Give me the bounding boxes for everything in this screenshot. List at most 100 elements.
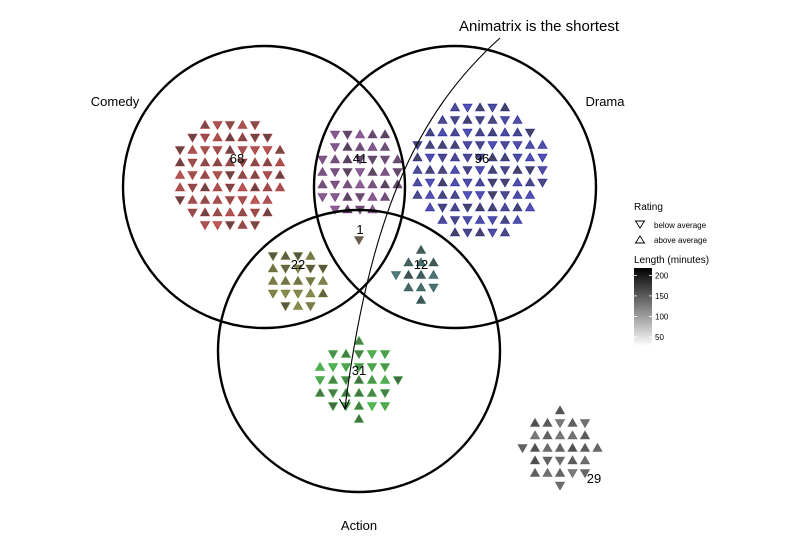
point-drama-only-1 <box>474 166 486 176</box>
point-comedy-only-31 <box>187 183 198 193</box>
point-drama-only-23 <box>449 189 461 199</box>
point-comedy-only-28 <box>224 207 236 217</box>
count-drama-action: 12 <box>414 257 428 272</box>
point-comedy-drama-10 <box>329 168 341 178</box>
legend-triangle-up-icon <box>634 235 646 244</box>
point-drama-only-41 <box>449 202 461 212</box>
point-comedy-drama-3 <box>354 155 366 165</box>
point-drama-only-52 <box>462 114 473 124</box>
point-drama-only-17 <box>462 191 473 201</box>
point-comedy-drama-20 <box>379 155 391 165</box>
point-comedy-only-63 <box>174 196 186 206</box>
point-none-6 <box>542 430 553 440</box>
point-drama-only-14 <box>449 152 461 162</box>
legend-colorbar-ticks: 200 150 100 50 <box>634 271 669 342</box>
point-action-only-25 <box>379 402 391 412</box>
point-drama-only-83 <box>412 177 423 187</box>
legend-rating-title: Rating <box>634 202 663 213</box>
point-drama-only-61 <box>512 202 523 212</box>
point-comedy-drama-38 <box>317 193 328 203</box>
point-comedy-action-15 <box>267 289 279 299</box>
point-drama-only-34 <box>487 127 498 137</box>
point-drama-only-18 <box>487 141 498 151</box>
point-drama-only-27 <box>474 127 486 137</box>
points-layer <box>174 102 603 491</box>
point-comedy-drama-31 <box>317 179 328 189</box>
point-comedy-drama-19 <box>367 191 378 201</box>
point-comedy-drama-26 <box>317 166 328 176</box>
point-comedy-drama-21 <box>379 179 391 189</box>
point-none-5 <box>567 442 578 452</box>
point-comedy-only-16 <box>212 146 223 156</box>
point-comedy-only-62 <box>174 146 186 156</box>
point-action-only-24 <box>379 350 391 360</box>
point-comedy-drama-7 <box>342 179 353 189</box>
point-comedy-only-57 <box>274 182 286 192</box>
point-action-only-3 <box>353 363 365 373</box>
point-comedy-drama-36 <box>392 154 403 164</box>
point-drama-only-46 <box>424 164 436 174</box>
count-drama-only: 96 <box>475 151 489 166</box>
point-comedy-only-38 <box>187 144 198 154</box>
point-drama-action-5 <box>428 269 439 279</box>
point-comedy-only-51 <box>174 182 186 192</box>
point-comedy-only-53 <box>212 221 223 231</box>
point-comedy-only-59 <box>187 208 198 218</box>
point-comedy-action-19 <box>305 302 316 312</box>
point-drama-action-11 <box>415 244 427 254</box>
point-drama-only-95 <box>499 227 511 237</box>
point-drama-only-79 <box>524 128 536 138</box>
legend-triangle-down-icon <box>634 220 646 229</box>
point-comedy-only-10 <box>199 169 211 179</box>
point-drama-only-78 <box>512 214 523 224</box>
point-comedy-only-68 <box>274 144 286 154</box>
point-none-26 <box>517 444 528 454</box>
point-action-only-5 <box>366 374 378 384</box>
point-comedy-only-41 <box>199 207 211 217</box>
point-comedy-action-21 <box>317 288 329 298</box>
point-drama-only-29 <box>512 164 523 174</box>
action-circle <box>216 208 502 494</box>
point-drama-only-96 <box>537 139 548 149</box>
point-drama-only-58 <box>437 127 448 137</box>
point-none-28 <box>554 481 566 491</box>
count-none: 29 <box>587 471 601 486</box>
point-drama-only-8 <box>487 152 498 162</box>
point-drama-only-87 <box>487 228 498 238</box>
point-drama-only-6 <box>462 153 473 163</box>
point-drama-action-9 <box>428 283 439 293</box>
point-drama-only-77 <box>512 114 523 124</box>
point-drama-only-24 <box>499 141 511 151</box>
point-comedy-drama-37 <box>392 179 403 189</box>
point-comedy-only-39 <box>187 194 198 204</box>
point-none-3 <box>554 430 566 440</box>
point-comedy-only-64 <box>199 119 211 129</box>
point-action-only-31 <box>314 387 326 397</box>
point-comedy-only-52 <box>212 121 223 131</box>
point-action-only-12 <box>353 400 365 410</box>
point-comedy-only-4 <box>224 183 236 193</box>
point-comedy-drama-12 <box>354 193 366 203</box>
point-comedy-only-7 <box>212 182 223 192</box>
point-comedy-only-55 <box>237 219 248 229</box>
point-drama-only-88 <box>537 153 548 163</box>
point-comedy-action-18 <box>305 250 316 260</box>
point-drama-only-44 <box>512 141 523 151</box>
point-action-only-10 <box>327 374 339 384</box>
point-drama-only-56 <box>524 152 536 162</box>
point-action-only-23 <box>327 402 339 412</box>
point-comedy-only-67 <box>249 221 261 231</box>
point-drama-only-43 <box>499 202 511 212</box>
point-drama-only-57 <box>524 177 536 187</box>
point-drama-only-42 <box>499 127 511 137</box>
point-comedy-only-24 <box>249 146 261 156</box>
point-drama-only-36 <box>512 153 523 163</box>
point-none-29 <box>592 442 603 452</box>
point-comedy-only-33 <box>212 207 223 217</box>
point-comedy-action-20 <box>317 264 329 274</box>
point-drama-only-39 <box>437 189 448 199</box>
point-none-16 <box>542 417 553 427</box>
legend-colorbar <box>634 268 652 346</box>
point-drama-only-80 <box>524 202 536 212</box>
